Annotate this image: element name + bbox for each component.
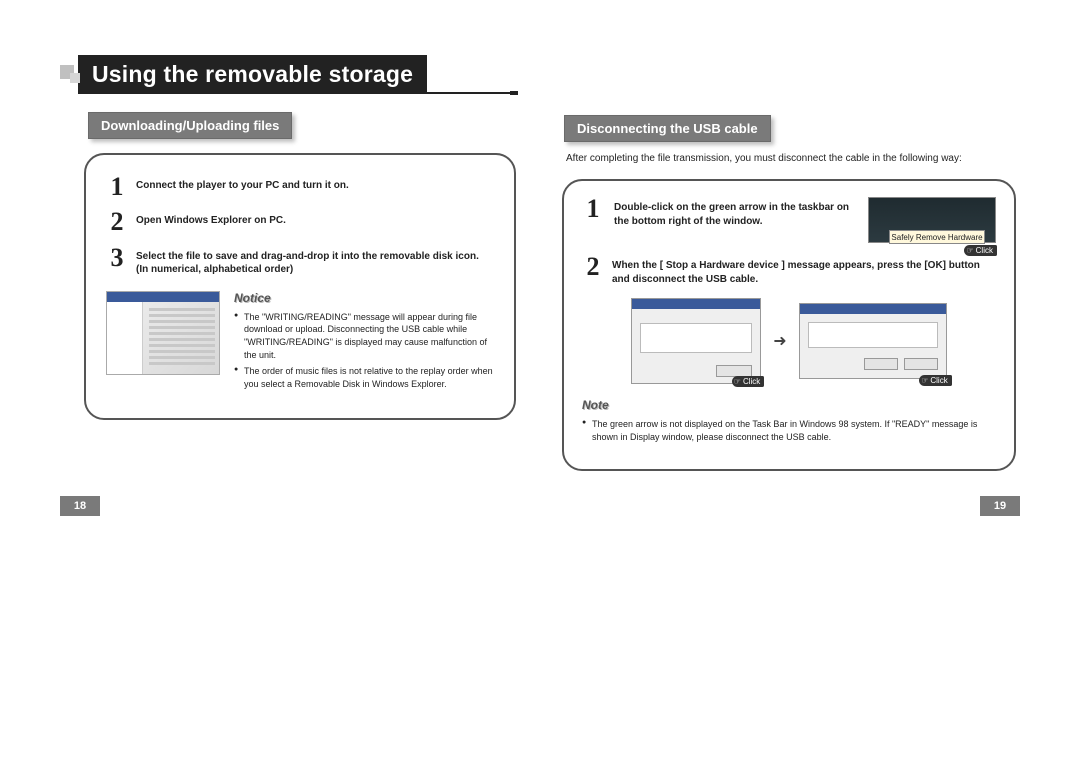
step-text: Open Windows Explorer on PC. <box>136 210 286 228</box>
note-title: Note <box>582 398 996 412</box>
intro-text: After completing the file transmission, … <box>566 152 1020 165</box>
click-label: Click <box>919 375 952 386</box>
page-number-left: 18 <box>60 496 100 516</box>
notice-item: The order of music files is not relative… <box>234 365 494 390</box>
step-number: 1 <box>582 197 604 220</box>
section-label-left: Downloading/Uploading files <box>88 112 292 139</box>
step-number: 3 <box>106 246 128 269</box>
step-text: Double-click on the green arrow in the t… <box>614 197 858 228</box>
dialog-thumbnail-b: Click <box>799 303 947 379</box>
dialog-thumbnail-a: Click <box>631 298 761 384</box>
step-row: 2 When the [ Stop a Hardware device ] me… <box>582 255 996 286</box>
click-label: Click <box>732 376 765 387</box>
step-text: Select the file to save and drag-and-dro… <box>136 246 479 277</box>
notice-block: Notice The "WRITING/READING" message wil… <box>106 291 494 395</box>
page-number-right: 19 <box>980 496 1020 516</box>
section-label-right: Disconnecting the USB cable <box>564 115 771 142</box>
title-decoration <box>60 77 96 91</box>
left-page: Using the removable storage Downloading/… <box>60 55 520 471</box>
note-block: Note The green arrow is not displayed on… <box>582 398 996 443</box>
notice-title: Notice <box>234 291 494 305</box>
step-text: Connect the player to your PC and turn i… <box>136 175 349 193</box>
click-label: Click <box>964 245 997 256</box>
arrow-icon: ➜ <box>773 331 786 351</box>
left-panel: 1 Connect the player to your PC and turn… <box>84 153 516 420</box>
step-text: When the [ Stop a Hardware device ] mess… <box>612 255 996 286</box>
step-row: 2 Open Windows Explorer on PC. <box>106 210 494 233</box>
dialog-row: Click ➜ Click <box>582 298 996 384</box>
step-row: 1 Double-click on the green arrow in the… <box>582 197 996 243</box>
step-row: 3 Select the file to save and drag-and-d… <box>106 246 494 277</box>
title-underline <box>78 92 518 94</box>
step-row: 1 Connect the player to your PC and turn… <box>106 175 494 198</box>
notice-item: The "WRITING/READING" message will appea… <box>234 311 494 361</box>
page-title: Using the removable storage <box>78 55 427 94</box>
tooltip-balloon: Safely Remove Hardware <box>889 230 985 244</box>
notice-list: The "WRITING/READING" message will appea… <box>234 311 494 391</box>
taskbar-thumbnail: Safely Remove Hardware Click <box>868 197 996 243</box>
note-list: The green arrow is not displayed on the … <box>582 418 996 443</box>
step-number: 2 <box>106 210 128 233</box>
right-page: Disconnecting the USB cable After comple… <box>560 55 1020 471</box>
step-number: 2 <box>582 255 604 278</box>
step-number: 1 <box>106 175 128 198</box>
explorer-thumbnail <box>106 291 220 375</box>
note-item: The green arrow is not displayed on the … <box>582 418 996 443</box>
right-panel: 1 Double-click on the green arrow in the… <box>562 179 1016 471</box>
